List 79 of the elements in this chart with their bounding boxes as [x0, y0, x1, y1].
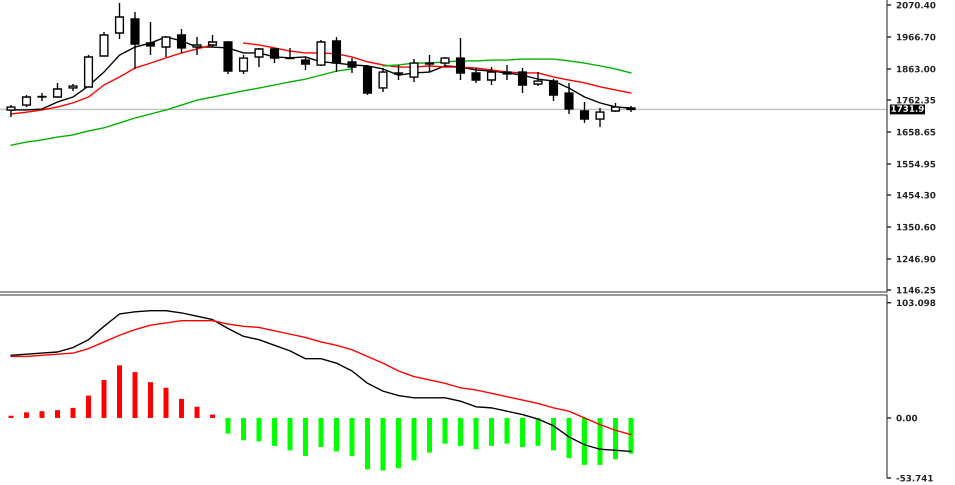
candlestick	[22, 94, 32, 108]
bar	[24, 412, 29, 418]
bar	[442, 418, 448, 444]
candlestick	[471, 67, 481, 84]
bar	[412, 418, 416, 460]
bar	[536, 418, 540, 446]
y-tick-label: 1762.35	[897, 96, 936, 104]
y-tick-label: 1554.95	[897, 160, 936, 168]
bar	[520, 418, 525, 447]
ref-line-label: 1731.9	[892, 105, 924, 112]
candlestick	[394, 64, 404, 81]
bar	[194, 406, 200, 418]
candlestick	[548, 78, 558, 102]
y-tick-label: 0.00	[896, 414, 918, 422]
candlestick	[99, 31, 109, 57]
y-tick-label: 1246.90	[897, 256, 936, 262]
bar	[117, 365, 122, 418]
candlestick	[52, 82, 62, 99]
bar	[396, 418, 401, 468]
y-tick-label: 2070.40	[896, 2, 936, 8]
bar	[179, 398, 184, 418]
bar	[427, 418, 432, 453]
candlestick	[440, 56, 450, 68]
candlestick	[378, 67, 388, 93]
bar	[365, 418, 370, 470]
bar	[504, 418, 510, 444]
bar	[210, 414, 215, 418]
bar	[86, 396, 91, 418]
candlestick	[254, 47, 264, 68]
bar	[256, 418, 262, 442]
bar	[132, 372, 138, 418]
candlestick	[518, 67, 528, 94]
y-tick-label: 1454.30	[897, 192, 936, 198]
candlestick	[486, 66, 496, 86]
y-tick-label: 1863.00	[897, 66, 936, 72]
candlestick	[316, 39, 326, 67]
bar	[164, 388, 168, 418]
y-tick-label: 1350.60	[897, 224, 936, 230]
bar	[334, 418, 339, 452]
bar	[489, 418, 494, 446]
candlestick	[533, 71, 543, 87]
candlestick	[595, 107, 605, 128]
bar	[148, 382, 153, 418]
bar	[551, 418, 556, 450]
bar	[55, 410, 60, 418]
bar	[458, 418, 463, 446]
bar	[380, 418, 386, 470]
candlestick	[409, 58, 419, 83]
candlestick	[238, 54, 248, 75]
bar	[350, 418, 354, 456]
bar	[474, 418, 478, 450]
candlestick	[347, 57, 357, 74]
y-tick-label: 1146.25	[897, 286, 936, 294]
bar	[628, 418, 634, 454]
bar	[566, 418, 572, 458]
bar	[582, 418, 587, 465]
candlestick	[270, 47, 280, 64]
y-tick-label: 1966.70	[897, 34, 936, 40]
bar	[272, 418, 277, 446]
candlestick	[580, 101, 590, 124]
bar	[598, 418, 602, 465]
bar	[70, 408, 76, 418]
bar	[288, 418, 292, 450]
y-tick-label: 1658.65	[897, 128, 936, 136]
candlestick	[424, 54, 434, 73]
line-series	[10, 310, 632, 452]
bar	[613, 418, 618, 460]
candlestick	[114, 2, 124, 40]
bar	[241, 418, 246, 440]
bar	[303, 418, 308, 456]
line-series	[10, 320, 632, 436]
y-tick-label: -53.741	[896, 474, 933, 482]
candlestick	[502, 64, 512, 81]
bar	[102, 380, 106, 418]
candlestick	[300, 56, 310, 71]
bar	[318, 418, 324, 447]
bar	[40, 411, 44, 418]
bar	[226, 418, 230, 434]
y-tick-label: 103.098	[897, 300, 936, 306]
